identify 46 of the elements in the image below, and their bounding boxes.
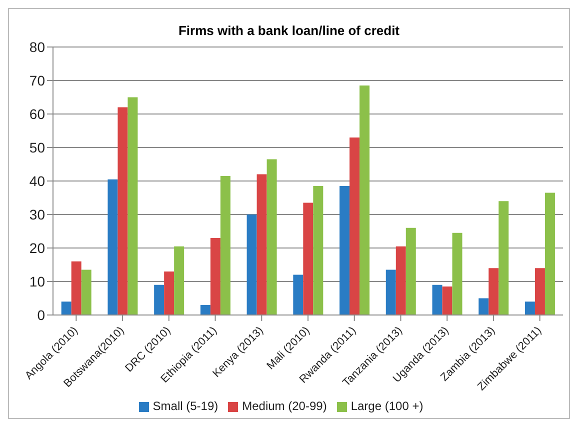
y-tick-label: 60 (29, 106, 46, 122)
bar (81, 270, 92, 315)
bar (406, 228, 416, 315)
bar (174, 246, 184, 315)
bar (256, 174, 267, 315)
y-tick-label: 10 (29, 273, 46, 290)
legend-label: Medium (20-99) (242, 399, 327, 413)
bar (266, 159, 277, 315)
bar (293, 274, 304, 315)
bar (452, 232, 462, 315)
bar (544, 192, 555, 315)
y-tick-label: 70 (29, 72, 46, 88)
legend-label: Large (100 +) (350, 399, 424, 413)
bar (360, 86, 370, 315)
bar (396, 246, 406, 315)
bar (118, 107, 128, 315)
bar (524, 302, 535, 315)
bar (303, 202, 314, 315)
bar (200, 304, 210, 315)
chart-title: Firms with a bank loan/line of credit (178, 23, 400, 38)
bar (128, 97, 138, 315)
bar (164, 271, 174, 315)
bar (432, 284, 442, 315)
bar (220, 176, 230, 315)
y-tick-label: 40 (29, 172, 46, 189)
bar (246, 214, 257, 315)
bar (108, 179, 118, 315)
bar (340, 186, 350, 315)
bar (478, 298, 489, 315)
y-tick-label: 80 (29, 38, 46, 55)
bar (498, 201, 509, 315)
bar (313, 186, 324, 315)
bar (61, 302, 72, 315)
bar (534, 268, 545, 315)
y-tick-label: 0 (37, 306, 46, 323)
bar (154, 284, 164, 315)
y-tick-label: 20 (29, 240, 46, 256)
bar (386, 270, 396, 315)
y-tick-label: 50 (29, 139, 46, 156)
bar (442, 286, 452, 315)
bar (210, 238, 220, 315)
bar (488, 268, 499, 315)
bar (350, 137, 360, 315)
legend-label: Small (5-19) (152, 399, 218, 413)
bar (71, 261, 82, 315)
y-tick-label: 30 (29, 206, 46, 222)
